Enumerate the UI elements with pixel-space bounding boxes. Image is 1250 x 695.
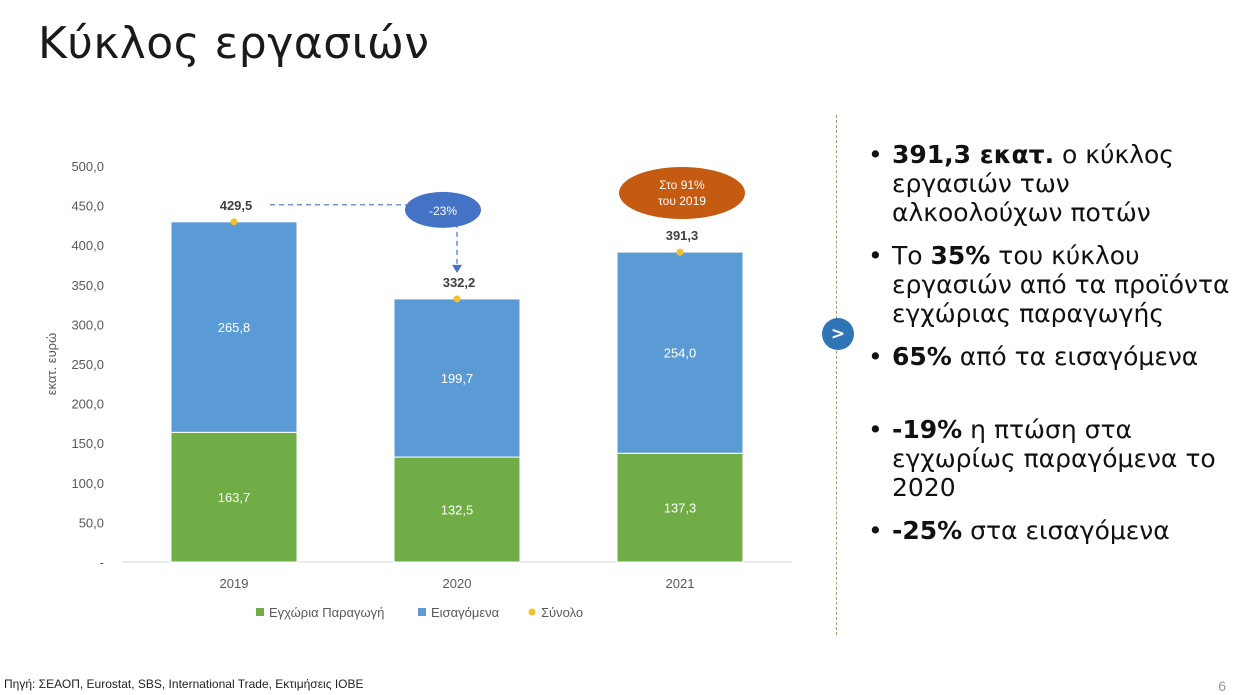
y-tick-label: 450,0	[71, 199, 104, 214]
bar-imports-2020	[393, 298, 521, 458]
data-label: 199,7	[441, 371, 474, 386]
total-marker-2019	[230, 218, 238, 226]
data-label: 265,8	[218, 320, 251, 335]
change-callout-text: -23%	[429, 204, 457, 218]
ratio-callout-line1: Στο 91%	[659, 178, 705, 192]
data-label: 137,3	[664, 501, 697, 516]
x-tick-label: 2019	[220, 576, 249, 591]
y-tick-label: 500,0	[71, 159, 104, 174]
y-tick-label: 150,0	[71, 436, 104, 451]
ratio-callout-line2: του 2019	[658, 194, 706, 208]
bullet-domestic-drop: -19% η πτώση στα εγχωρίως παραγόμενα το …	[868, 415, 1238, 502]
vertical-divider	[836, 115, 837, 635]
ratio-callout-ellipse	[619, 167, 745, 219]
y-tick-label: 350,0	[71, 278, 104, 293]
slide-title: Κύκλος εργασιών	[38, 18, 430, 69]
source-note: Πηγή: ΣΕΑΟΠ, Eurostat, SBS, Internationa…	[4, 677, 364, 691]
data-label: 254,0	[664, 346, 697, 361]
x-tick-label: 2021	[666, 576, 695, 591]
bullet-import-share: 65% από τα εισαγόμενα	[868, 342, 1238, 371]
y-tick-label: 100,0	[71, 476, 104, 491]
bullet-domestic-share: Το 35% του κύκλου εργασιών από τα προϊόν…	[868, 241, 1238, 328]
bar-imports-2021	[616, 251, 744, 454]
annotation-arrowhead	[452, 264, 462, 273]
bar-domestic-2019	[170, 431, 298, 563]
change-callout-ellipse	[405, 191, 481, 228]
bullet-total-revenue: 391,3 εκατ. ο κύκλος εργασιών των αλκοολ…	[868, 140, 1238, 227]
legend-label: Σύνολο	[541, 605, 583, 620]
bar-domestic-2021	[616, 452, 744, 563]
revenue-chart: - 50,0 100,0 150,0 200,0 250,0 300,0 350,0 400,0…	[44, 159, 792, 620]
total-label: 332,2	[443, 275, 476, 290]
key-points-list: 391,3 εκατ. ο κύκλος εργασιών των αλκοολ…	[868, 140, 1238, 559]
data-label: 163,7	[218, 490, 251, 505]
legend-label: Εγχώρια Παραγωγή	[269, 605, 384, 620]
total-marker-2020	[453, 295, 461, 303]
page-number: 6	[1218, 678, 1226, 694]
legend-label: Εισαγόμενα	[431, 605, 500, 620]
x-tick-label: 2020	[443, 576, 472, 591]
y-tick-label: 50,0	[79, 515, 104, 530]
legend-swatch-1	[418, 608, 426, 616]
y-tick-label: -	[100, 555, 104, 570]
legend-swatch-0	[256, 608, 264, 616]
y-tick-label: 300,0	[71, 317, 104, 332]
y-tick-label: 400,0	[71, 238, 104, 253]
total-label: 391,3	[666, 228, 699, 243]
arrow-icon: >	[822, 318, 854, 350]
data-label: 132,5	[441, 503, 474, 518]
y-axis-title: εκατ. ευρώ	[44, 333, 59, 395]
y-tick-label: 250,0	[71, 357, 104, 372]
total-label: 429,5	[220, 198, 253, 213]
bar-imports-2019	[170, 221, 298, 433]
bullet-import-drop: -25% στα εισαγόμενα	[868, 516, 1238, 545]
total-marker-2021	[676, 248, 684, 256]
y-tick-label: 200,0	[71, 397, 104, 412]
legend-swatch-2	[528, 608, 536, 616]
